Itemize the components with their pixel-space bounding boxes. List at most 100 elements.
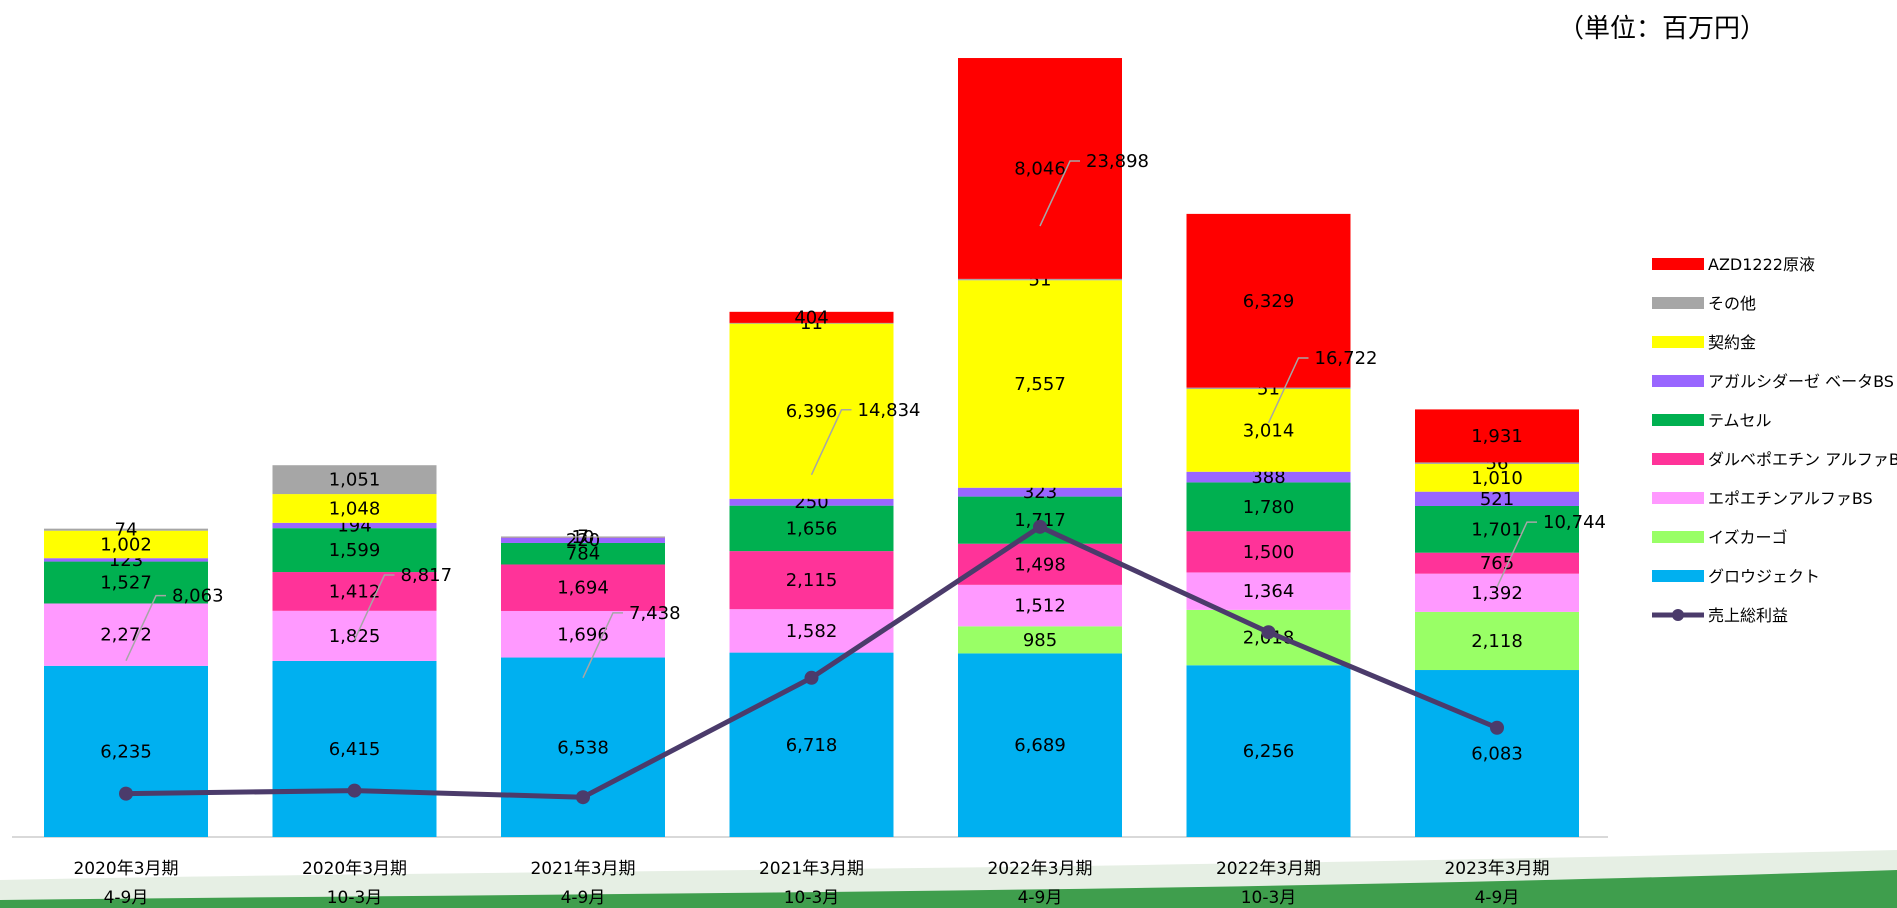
legend-swatch <box>1652 570 1704 582</box>
total-leader-line <box>1267 357 1309 424</box>
legend-label: エポエチンアルファBS <box>1708 489 1873 508</box>
bar-segment <box>729 322 894 324</box>
data-label: 6,235 <box>100 741 152 762</box>
bar-segment <box>1186 213 1351 388</box>
legend-swatch <box>1652 531 1704 543</box>
bar-segment <box>958 278 1122 281</box>
data-label: 1,694 <box>557 578 609 599</box>
total-label: 7,438 <box>629 603 681 624</box>
data-label: 6,396 <box>786 401 838 422</box>
legend-label: その他 <box>1708 294 1756 313</box>
data-label: 1,392 <box>1471 583 1523 604</box>
total-label: 14,834 <box>858 400 921 421</box>
legend-line-marker <box>1672 609 1684 621</box>
data-label: 521 <box>1480 489 1514 510</box>
category-sublabel: 4-9月 <box>1475 888 1520 908</box>
total-label: 16,722 <box>1315 348 1378 369</box>
legend-label: ダルベポエチン アルファBS <box>1708 450 1897 469</box>
bar-segment <box>501 536 665 538</box>
bar-segment <box>1186 482 1351 532</box>
category-label: 2021年3月期 <box>759 859 864 879</box>
gross-profit-point <box>347 783 362 798</box>
data-label: 784 <box>566 544 600 565</box>
data-label: 765 <box>1480 553 1514 574</box>
data-label: 6,538 <box>557 737 609 758</box>
bar-segment <box>1415 573 1579 612</box>
bar-segment <box>958 58 1122 279</box>
bar-segment <box>44 558 208 562</box>
legend-swatch <box>1652 492 1704 504</box>
bar-segment <box>1415 670 1579 837</box>
gross-profit-point <box>1033 519 1047 534</box>
data-label: 1,498 <box>1014 554 1066 575</box>
total-label: 23,898 <box>1086 151 1149 172</box>
legend-swatch <box>1652 258 1704 270</box>
data-label: 2,118 <box>1471 631 1523 652</box>
bar-segment <box>501 657 665 837</box>
data-label: 1,696 <box>557 624 609 645</box>
bar-segment <box>1186 471 1351 483</box>
data-label: 2,115 <box>786 570 838 591</box>
data-label: 1,010 <box>1471 468 1523 489</box>
data-label: 6,718 <box>786 735 838 756</box>
data-label: 2,272 <box>100 625 152 646</box>
category-label: 2023年3月期 <box>1444 859 1549 879</box>
category-sublabel: 10-3月 <box>784 888 840 908</box>
category-sublabel: 10-3月 <box>1241 888 1297 908</box>
bar-segment <box>1415 463 1579 492</box>
bar-segment <box>958 487 1122 497</box>
bar-segment <box>44 528 208 531</box>
legend-swatch <box>1652 297 1704 309</box>
total-label: 10,744 <box>1543 512 1606 533</box>
data-label: 985 <box>1023 630 1057 651</box>
category-sublabel: 10-3月 <box>327 888 383 908</box>
gross-profit-point <box>1261 625 1276 640</box>
bar-segment <box>729 505 894 552</box>
bar-segment <box>44 603 208 666</box>
data-label: 6,256 <box>1243 741 1295 762</box>
legend-label: AZD1222原液 <box>1708 255 1815 274</box>
data-label: 1,599 <box>329 540 381 561</box>
legend-label: イズカーゴ <box>1708 528 1788 547</box>
gross-profit-point <box>119 786 133 801</box>
category-label: 2022年3月期 <box>1216 859 1321 879</box>
footer-stripe <box>0 870 1897 908</box>
legend-label: 契約金 <box>1708 333 1756 352</box>
data-label: 1,051 <box>329 470 381 491</box>
data-label: 1,048 <box>329 498 381 519</box>
bar-segment <box>272 660 437 837</box>
data-label: 6,415 <box>329 739 381 760</box>
bar-segment <box>1415 552 1579 574</box>
bar-segment <box>958 584 1122 627</box>
data-label: 1,780 <box>1243 497 1295 518</box>
bar-segment <box>1186 387 1351 390</box>
unit-label: （単位：百万円） <box>1557 14 1766 44</box>
legend-swatch <box>1652 414 1704 426</box>
data-label: 404 <box>794 307 828 328</box>
data-label: 6,329 <box>1243 291 1295 312</box>
bar-segment <box>272 465 437 495</box>
data-label: 1,512 <box>1014 596 1066 617</box>
bar-segment <box>44 665 208 837</box>
bar-segment <box>729 323 894 499</box>
bar-segment <box>729 311 894 323</box>
data-label: 1,412 <box>329 581 381 602</box>
total-label: 8,063 <box>172 586 224 607</box>
bar-segment <box>272 528 437 573</box>
bar-segment <box>1415 505 1579 553</box>
bar-segment <box>501 610 665 658</box>
category-label: 2020年3月期 <box>302 859 407 879</box>
data-label: 1,582 <box>786 621 838 642</box>
gross-profit-point <box>1490 720 1504 735</box>
total-leader-line <box>582 612 623 679</box>
data-label: 1,931 <box>1471 426 1523 447</box>
bar-segment <box>501 536 665 543</box>
data-label: 10 <box>572 527 595 548</box>
data-label: 6,689 <box>1014 735 1066 756</box>
bar-segment <box>1186 389 1351 472</box>
bar-segment <box>1415 409 1579 463</box>
legend-label: 売上総利益 <box>1708 606 1788 625</box>
bar-segment <box>1415 491 1579 506</box>
legend-label: アガルシダーゼ ベータBS <box>1708 372 1894 391</box>
